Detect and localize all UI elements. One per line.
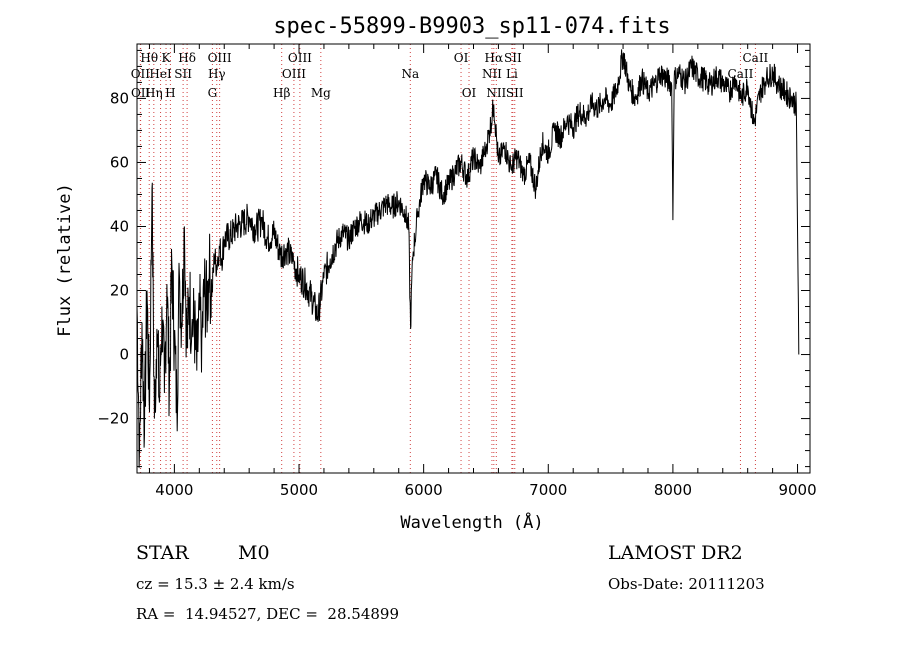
line-marker-label: NII bbox=[482, 67, 502, 81]
x-tick-label: 9000 bbox=[778, 481, 816, 499]
y-axis: −20 0 20 40 60 80 bbox=[97, 49, 810, 468]
line-marker-label: CaII bbox=[728, 67, 754, 81]
line-marker-label: K bbox=[162, 51, 172, 65]
y-axis-label: Flux (relative) bbox=[55, 183, 75, 337]
line-marker-label: Hγ bbox=[208, 67, 226, 81]
x-tick-label: 8000 bbox=[654, 481, 692, 499]
line-marker-label: OIII bbox=[208, 51, 232, 65]
line-marker-label: NII bbox=[486, 86, 506, 100]
line-marker-label: Hβ bbox=[273, 86, 290, 100]
line-marker-label: OII bbox=[131, 86, 151, 100]
line-marker-label: SII bbox=[504, 51, 522, 65]
y-tick-label: 20 bbox=[110, 282, 129, 300]
line-marker-label: Hη bbox=[145, 86, 163, 100]
y-tick-label: 60 bbox=[110, 153, 129, 171]
object-class: STAR bbox=[136, 542, 189, 564]
chart-title: spec-55899-B9903_sp11-074.fits bbox=[273, 14, 670, 39]
coordinates: RA = 14.94527, DEC = 28.54899 bbox=[136, 605, 400, 623]
observation-date: Obs-Date: 20111203 bbox=[608, 575, 765, 593]
line-marker-label: H bbox=[165, 86, 175, 100]
line-marker-label: CaII bbox=[742, 51, 768, 65]
y-tick-label: −20 bbox=[97, 410, 129, 428]
x-tick-label: 7000 bbox=[529, 481, 567, 499]
line-marker-label: G bbox=[208, 86, 218, 100]
line-marker-label: OIII bbox=[288, 51, 312, 65]
x-tick-label: 6000 bbox=[405, 481, 443, 499]
line-marker-label: Hθ bbox=[140, 51, 158, 65]
y-tick-label: 80 bbox=[110, 89, 129, 107]
x-tick-label: 5000 bbox=[280, 481, 318, 499]
y-tick-label: 0 bbox=[119, 346, 129, 364]
line-marker-label: OI bbox=[454, 51, 469, 65]
plot-frame bbox=[136, 43, 811, 474]
line-marker-label: Li bbox=[506, 67, 518, 81]
line-marker-label: HeI bbox=[149, 67, 172, 81]
spectrum-line bbox=[136, 49, 800, 468]
line-marker-label: OI bbox=[462, 86, 477, 100]
line-marker-label: OII bbox=[131, 67, 151, 81]
survey-name: LAMOST DR2 bbox=[608, 542, 743, 564]
line-marker-label: Na bbox=[401, 67, 419, 81]
y-tick-label: 40 bbox=[110, 217, 129, 235]
emission-line-markers bbox=[139, 44, 756, 473]
object-subclass: M0 bbox=[238, 542, 270, 564]
line-marker-label: SII bbox=[506, 86, 524, 100]
x-axis: 4000 5000 6000 7000 8000 9000 bbox=[148, 44, 817, 499]
line-marker-label: Mg bbox=[311, 86, 331, 100]
x-axis-label: Wavelength (Å) bbox=[400, 511, 543, 533]
x-tick-label: 4000 bbox=[155, 481, 193, 499]
line-marker-label: OIII bbox=[282, 67, 306, 81]
line-marker-label: SII bbox=[174, 67, 192, 81]
redshift-velocity: cz = 15.3 ± 2.4 km/s bbox=[136, 575, 295, 593]
line-marker-label: Hα bbox=[485, 51, 504, 65]
line-marker-label: Hδ bbox=[178, 51, 196, 65]
